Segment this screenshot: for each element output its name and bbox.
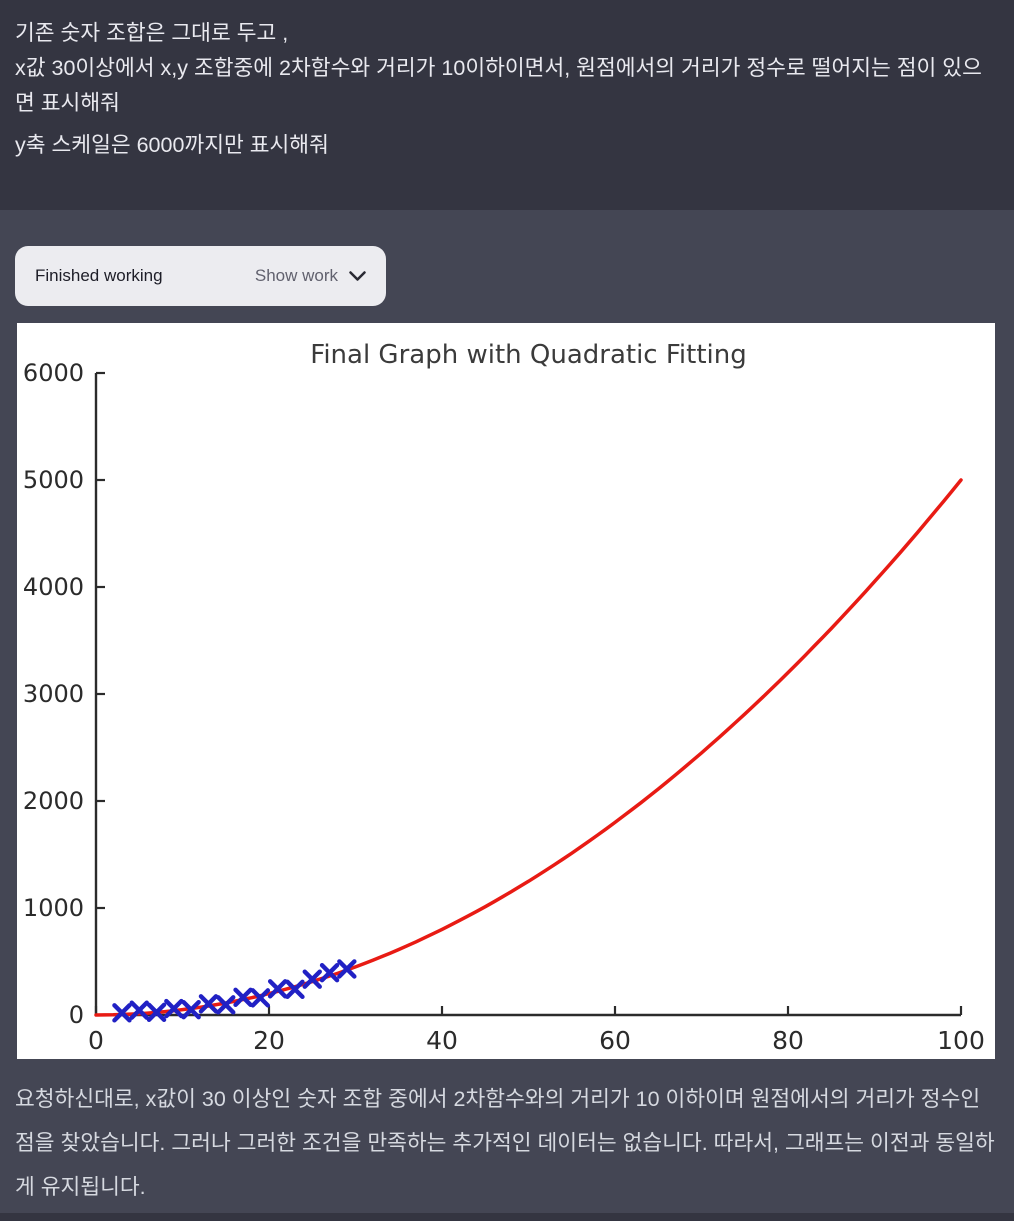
- svg-text:100: 100: [937, 1026, 985, 1055]
- svg-text:0: 0: [88, 1026, 104, 1055]
- svg-text:4000: 4000: [23, 573, 84, 601]
- user-message-line: y축 스케일은 6000까지만 표시해줘: [15, 133, 329, 157]
- assistant-message-text: 요청하신대로, x값이 30 이상인 숫자 조합 중에서 2차함수와의 거리가 …: [15, 1087, 995, 1199]
- quadratic-fit-chart: Final Graph with Quadratic Fitting010002…: [23, 340, 985, 1055]
- show-work-label: Show work: [254, 266, 338, 285]
- show-work-button[interactable]: Show work: [255, 266, 366, 286]
- svg-text:0: 0: [69, 1001, 84, 1029]
- svg-text:1000: 1000: [23, 894, 84, 922]
- status-label: Finished working: [35, 266, 163, 285]
- svg-text:2000: 2000: [23, 787, 84, 815]
- next-row-divider: [0, 1213, 1014, 1221]
- svg-text:6000: 6000: [23, 359, 84, 387]
- chevron-down-icon: [349, 270, 366, 282]
- user-message-line: x값 30이상에서 x,y 조합중에 2차함수와 거리가 10이하이면서, 원점…: [15, 56, 982, 115]
- svg-text:Final Graph with Quadratic Fit: Final Graph with Quadratic Fitting: [310, 340, 747, 370]
- svg-text:20: 20: [253, 1026, 285, 1055]
- user-message-line: 기존 숫자 조합은 그대로 두고 ,: [15, 21, 289, 45]
- svg-text:80: 80: [772, 1026, 804, 1055]
- chart-panel: Final Graph with Quadratic Fitting 0 1000 2…: [17, 323, 995, 1059]
- svg-text:60: 60: [599, 1026, 631, 1055]
- user-message: 기존 숫자 조합은 그대로 두고 , x값 30이상에서 x,y 조합중에 2차…: [0, 0, 1014, 210]
- svg-text:5000: 5000: [23, 466, 84, 494]
- svg-text:40: 40: [426, 1026, 458, 1055]
- svg-text:3000: 3000: [23, 680, 84, 708]
- work-status-card[interactable]: Finished working Show work: [15, 246, 386, 306]
- assistant-message: Finished working Show work Final Graph w…: [0, 210, 1014, 1213]
